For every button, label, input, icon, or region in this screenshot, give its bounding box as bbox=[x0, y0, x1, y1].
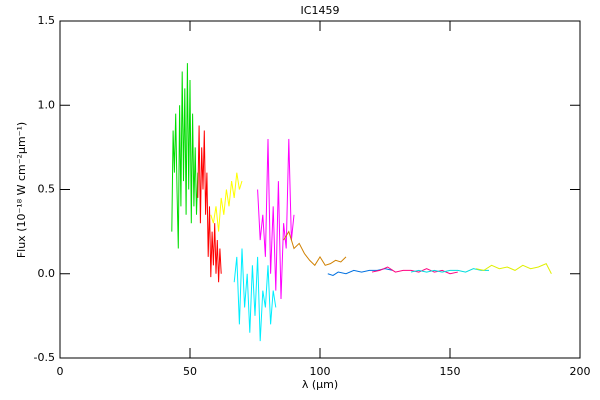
spectrum-line bbox=[257, 138, 295, 300]
y-tick-label: 1.0 bbox=[38, 98, 56, 111]
spectrum-line bbox=[171, 63, 199, 249]
y-tick-label: 0.0 bbox=[38, 267, 56, 280]
spectrum-line bbox=[327, 268, 393, 276]
y-tick-label: 1.5 bbox=[38, 14, 56, 27]
spectrum-line bbox=[475, 262, 552, 274]
spectrum-line bbox=[410, 268, 489, 273]
spectrum-line bbox=[233, 248, 277, 342]
x-tick-label: 100 bbox=[310, 365, 331, 378]
x-tick-label: 0 bbox=[57, 365, 64, 378]
plot-frame bbox=[59, 20, 581, 359]
x-tick-label: 50 bbox=[183, 365, 197, 378]
y-tick-label: -0.5 bbox=[34, 351, 55, 364]
spectrum-line bbox=[210, 172, 243, 232]
y-axis-label: Flux (10⁻¹⁸ W cm⁻²μm⁻¹) bbox=[15, 122, 28, 258]
spectrum-line bbox=[371, 266, 458, 275]
spectrum-line bbox=[197, 125, 222, 283]
x-tick-label: 200 bbox=[570, 365, 591, 378]
spectrum-line bbox=[283, 230, 347, 267]
chart-title: IC1459 bbox=[301, 4, 340, 17]
y-tick-label: 0.5 bbox=[38, 183, 56, 196]
x-tick-label: 150 bbox=[440, 365, 461, 378]
x-axis-label: λ (μm) bbox=[302, 378, 338, 391]
